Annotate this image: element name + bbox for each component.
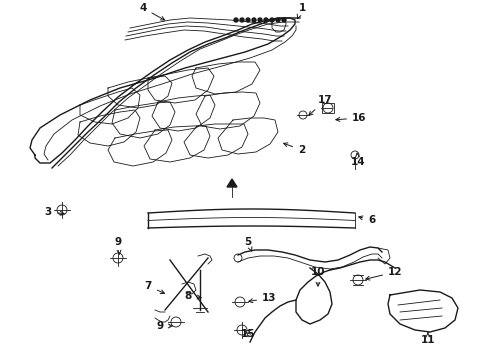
Text: 6: 6 [358,215,374,225]
Text: 10: 10 [310,267,325,286]
Polygon shape [226,179,237,187]
Circle shape [258,18,262,22]
Circle shape [264,18,267,22]
Text: 9: 9 [157,321,172,331]
Text: 15: 15 [240,329,255,339]
Text: 4: 4 [139,3,164,20]
Circle shape [251,18,256,22]
Text: 13: 13 [248,293,276,303]
Text: 8: 8 [184,291,201,301]
Text: 7: 7 [144,281,164,293]
Circle shape [245,18,249,22]
Text: 5: 5 [244,237,251,251]
Text: 16: 16 [335,113,366,123]
Text: 11: 11 [420,332,434,345]
Circle shape [275,18,280,22]
Text: 14: 14 [350,153,365,167]
Text: 1: 1 [297,3,305,19]
Text: 12: 12 [365,267,402,280]
Text: 17: 17 [308,95,332,115]
Circle shape [240,18,244,22]
Text: 2: 2 [283,143,305,155]
Circle shape [234,18,238,22]
Text: 9: 9 [114,237,122,254]
Circle shape [282,18,285,22]
Circle shape [269,18,273,22]
Text: 3: 3 [45,207,64,217]
